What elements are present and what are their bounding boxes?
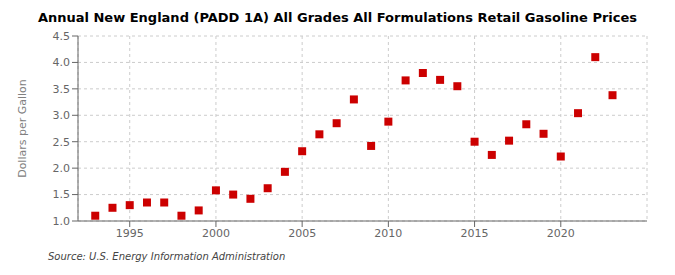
html-text:Annual New England (PADD 1A) A: Annual New England (PADD 1A) All Grades … — [37, 10, 638, 25]
svg-text:1.5: 1.5 — [53, 188, 71, 201]
svg-text:4.5: 4.5 — [53, 30, 71, 43]
svg-text:2.5: 2.5 — [53, 136, 71, 149]
svg-text:1.0: 1.0 — [53, 215, 71, 228]
svg-text:3.0: 3.0 — [53, 109, 71, 122]
svg-text:1995: 1995 — [116, 227, 144, 240]
svg-text:4.0: 4.0 — [53, 56, 71, 69]
svg-text:2015: 2015 — [461, 227, 489, 240]
svg-text:2.0: 2.0 — [53, 162, 71, 175]
svg-text:2005: 2005 — [288, 227, 316, 240]
svg-text:Dollars per Gallon: Dollars per Gallon — [16, 79, 29, 178]
svg-text:3.5: 3.5 — [53, 83, 71, 96]
svg-text:2000: 2000 — [202, 227, 230, 240]
svg-text:2020: 2020 — [547, 227, 575, 240]
svg-text:2010: 2010 — [374, 227, 402, 240]
html-text:Source: U.S. Energy Informatio: Source: U.S. Energy Information Administ… — [48, 251, 286, 262]
